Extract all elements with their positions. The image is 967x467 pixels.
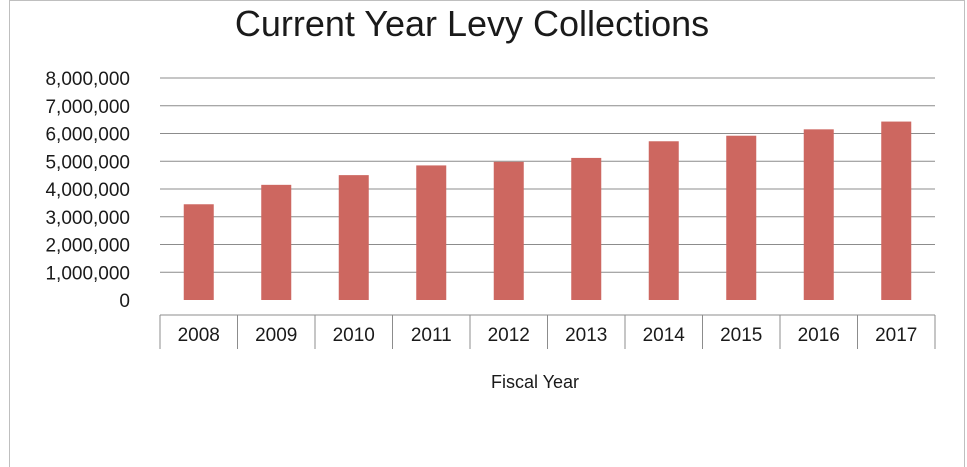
y-tick-label: 5,000,000 bbox=[45, 152, 130, 173]
bar-2017 bbox=[881, 121, 912, 300]
bars bbox=[183, 121, 912, 300]
y-tick-label: 4,000,000 bbox=[45, 180, 130, 201]
y-tick-label: 2,000,000 bbox=[45, 236, 130, 257]
x-tick-label: 2011 bbox=[411, 325, 452, 346]
bar-2015 bbox=[726, 135, 757, 300]
y-tick-label: 1,000,000 bbox=[45, 263, 130, 284]
x-tick-label: 2013 bbox=[565, 325, 607, 346]
bar-2016 bbox=[803, 129, 834, 300]
bar-2011 bbox=[416, 165, 447, 300]
x-tick-label: 2017 bbox=[875, 325, 917, 346]
x-tick-label: 2009 bbox=[255, 325, 297, 346]
bar-2008 bbox=[183, 204, 214, 300]
x-axis-title: Fiscal Year bbox=[491, 372, 579, 392]
x-tick-label: 2010 bbox=[333, 325, 375, 346]
x-tick-label: 2016 bbox=[798, 325, 840, 346]
bar-2013 bbox=[571, 157, 602, 300]
chart-title: Current Year Levy Collections bbox=[235, 3, 709, 44]
y-tick-label: 7,000,000 bbox=[45, 97, 130, 118]
x-axis bbox=[159, 314, 936, 349]
bar-2009 bbox=[261, 184, 292, 300]
bar-2012 bbox=[493, 161, 524, 300]
y-tick-label: 6,000,000 bbox=[45, 125, 130, 146]
bar-2014 bbox=[648, 141, 679, 300]
y-tick-label: 8,000,000 bbox=[45, 69, 130, 90]
x-axis-tick-labels: 2008 2009 2010 2011 2012 2013 2014 2015 2016 2017 bbox=[178, 325, 918, 346]
x-tick-label: 2012 bbox=[488, 325, 530, 346]
bar-2010 bbox=[338, 175, 369, 300]
y-tick-label: 0 bbox=[119, 291, 130, 312]
y-axis-tick-labels: 0 1,000,000 2,000,000 3,000,000 4,000,000 5,0… bbox=[45, 69, 130, 312]
x-tick-label: 2014 bbox=[643, 325, 686, 346]
x-tick-label: 2008 bbox=[178, 325, 220, 346]
y-tick-label: 3,000,000 bbox=[45, 208, 130, 229]
x-tick-label: 2015 bbox=[720, 325, 762, 346]
